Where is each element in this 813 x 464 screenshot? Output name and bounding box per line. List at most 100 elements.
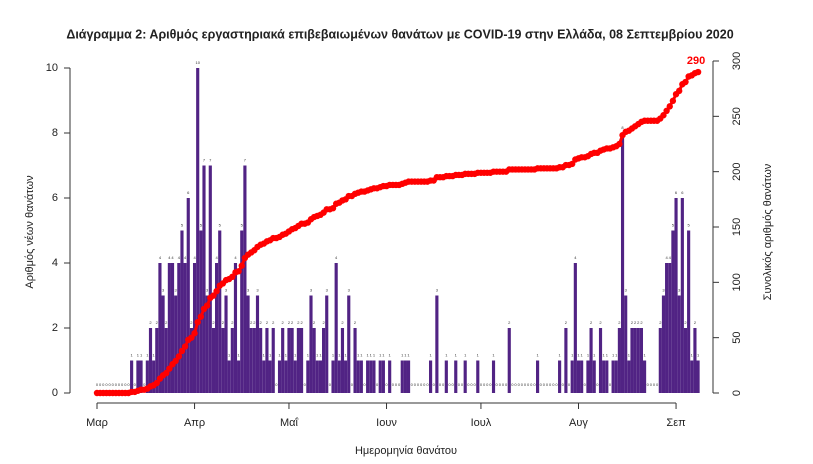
bar — [429, 360, 433, 393]
bar — [630, 328, 634, 393]
bar-value-label: 0 — [458, 382, 461, 387]
bar — [202, 165, 206, 393]
bar-value-label: 1 — [237, 353, 240, 358]
bar — [167, 263, 171, 393]
bar — [696, 360, 700, 393]
y-tick-label: 4 — [52, 257, 58, 269]
cumulative-point — [669, 97, 677, 105]
bar-value-label: 2 — [149, 320, 152, 325]
bar-value-label: 1 — [140, 353, 143, 358]
bar-value-label: 0 — [121, 382, 124, 387]
bar-value-label: 1 — [316, 353, 319, 358]
x-tick-label: Σεπ — [666, 417, 686, 429]
bar-value-label: 1 — [606, 353, 609, 358]
bar — [277, 360, 282, 393]
bar-value-label: 0 — [363, 382, 366, 387]
bar-value-label: 1 — [370, 353, 373, 358]
bar — [605, 360, 609, 393]
cumulative-point — [194, 318, 201, 326]
bar — [145, 360, 149, 393]
bar-value-label: 5 — [181, 223, 184, 228]
bar-value-label: 2 — [222, 320, 225, 325]
cumulative-point — [568, 160, 576, 168]
bar-value-label: 2 — [322, 320, 325, 325]
bar-value-label: 2 — [250, 320, 253, 325]
bar-value-label: 5 — [672, 223, 675, 228]
bar-value-label: 1 — [404, 353, 407, 358]
bar-value-label: 0 — [451, 382, 454, 387]
bar-value-label: 1 — [360, 353, 363, 358]
bar-value-label: 0 — [502, 382, 505, 387]
bar-value-label: 2 — [156, 320, 159, 325]
bar-value-label: 10 — [195, 60, 200, 65]
bar — [243, 165, 247, 393]
bar — [668, 263, 672, 393]
bar-value-label: 0 — [609, 382, 612, 387]
bar — [589, 328, 593, 393]
bar-value-label: 0 — [433, 382, 436, 387]
bar-value-label: 2 — [694, 320, 697, 325]
bar — [564, 328, 568, 393]
cumulative-point — [166, 365, 173, 372]
bar-value-label: 0 — [647, 382, 650, 387]
bar-value-label: 1 — [389, 353, 392, 358]
bar-value-label: 1 — [344, 353, 347, 358]
bar — [536, 360, 540, 393]
bar — [558, 360, 562, 393]
bar-value-label: 7 — [244, 158, 247, 163]
bar — [183, 263, 187, 393]
bar-value-label: 0 — [540, 382, 543, 387]
bar-value-label: 2 — [266, 320, 269, 325]
cumulative-point — [213, 287, 220, 295]
bar — [643, 360, 647, 393]
bar-value-label: 1 — [691, 353, 694, 358]
bar-value-label: 0 — [105, 382, 108, 387]
bar — [161, 295, 165, 393]
bar — [680, 198, 684, 393]
bar — [636, 328, 640, 393]
bar — [674, 198, 678, 393]
bar — [665, 263, 669, 393]
bar-value-label: 1 — [382, 353, 385, 358]
bar-value-label: 1 — [445, 353, 448, 358]
cumulative-point — [175, 353, 183, 360]
bar — [378, 360, 382, 393]
cumulative-point — [238, 262, 245, 269]
bar — [693, 328, 697, 393]
bar — [633, 328, 637, 393]
bar-value-label: 4 — [171, 255, 174, 260]
bar — [255, 295, 260, 393]
bar — [299, 328, 304, 393]
bar-value-label: 0 — [376, 382, 379, 387]
y-tick-label: 8 — [52, 127, 58, 139]
bar-value-label: 2 — [618, 320, 621, 325]
bar-value-label: 0 — [474, 382, 477, 387]
bar — [281, 328, 285, 393]
bar-value-label: 0 — [543, 382, 546, 387]
bar-value-label: 4 — [335, 255, 338, 260]
bar-value-label: 0 — [420, 382, 423, 387]
bar-value-label: 1 — [269, 353, 272, 358]
bar-value-label: 1 — [338, 353, 341, 358]
bar — [293, 360, 297, 393]
bar — [312, 328, 316, 393]
bar — [325, 295, 329, 393]
bar — [491, 360, 496, 393]
bar-value-label: 1 — [407, 353, 410, 358]
bar — [221, 328, 225, 393]
bar-value-label: 2 — [341, 320, 344, 325]
bar-value-label: 1 — [571, 353, 574, 358]
bar-value-label: 4 — [178, 255, 181, 260]
bar-value-label: 1 — [367, 353, 370, 358]
bar-value-label: 2 — [599, 320, 602, 325]
bar — [205, 295, 209, 393]
bar — [259, 328, 263, 393]
x-axis-label: Ημερομηνία θανάτου — [355, 445, 457, 457]
y-tick-label: 10 — [46, 62, 58, 74]
bar-value-label: 3 — [662, 288, 665, 293]
bar — [246, 295, 250, 393]
bar-value-label: 0 — [392, 382, 395, 387]
bar — [627, 360, 631, 393]
bar-value-label: 0 — [127, 382, 130, 387]
cumulative-point — [172, 357, 179, 365]
